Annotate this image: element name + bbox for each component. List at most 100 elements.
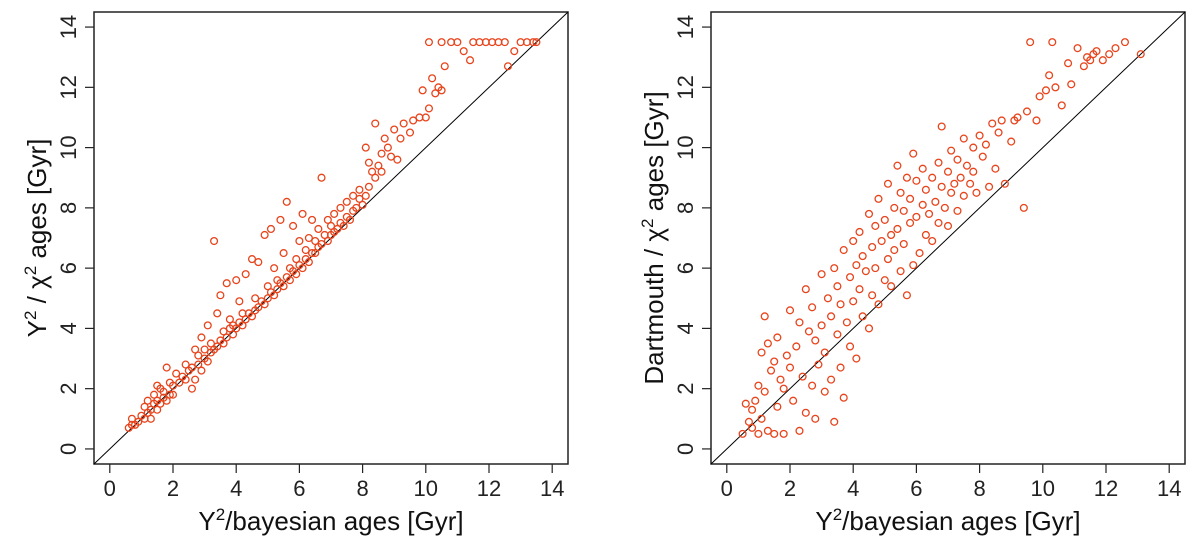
left-y-tick-label: 4 xyxy=(56,322,81,334)
right-data-point xyxy=(804,327,814,336)
left-data-point xyxy=(140,402,149,411)
right-data-point xyxy=(937,182,946,191)
right-data-point xyxy=(763,339,772,348)
left-data-point xyxy=(345,215,355,224)
left-data-point xyxy=(364,158,373,167)
left-data-point xyxy=(383,143,392,152)
left-panel: 0 2 4 6 8 10 12 14 0 2 4 6 8 10 12 14 Y2/bayesian ages… xyxy=(21,11,569,536)
left-data-point xyxy=(254,258,263,267)
left-data-point xyxy=(317,173,326,182)
left-y-tick-label: 14 xyxy=(56,15,81,39)
left-data-point xyxy=(172,369,181,378)
right-data-point xyxy=(1048,38,1057,47)
left-data-point xyxy=(260,300,269,309)
left-data-point xyxy=(285,276,294,285)
right-data-point xyxy=(890,246,899,255)
left-y-tick-label: 12 xyxy=(56,75,81,99)
right-data-point xyxy=(751,396,760,405)
right-data-point xyxy=(893,224,902,234)
right-y-axis: 0 2 4 6 8 10 12 14 xyxy=(673,15,711,455)
right-x-tick-label: 12 xyxy=(1094,476,1118,501)
left-data-point xyxy=(162,396,171,405)
right-data-point xyxy=(915,249,924,258)
right-data-point xyxy=(1007,137,1016,146)
left-data-point xyxy=(361,191,370,200)
right-data-point xyxy=(934,218,943,227)
left-y-tick-label: 8 xyxy=(56,202,81,214)
right-y-tick-label: 2 xyxy=(673,383,698,395)
left-data-point xyxy=(428,74,437,83)
left-data-point xyxy=(311,249,320,258)
right-data-point xyxy=(966,179,975,188)
left-data-point xyxy=(453,38,462,47)
left-data-point xyxy=(368,167,377,176)
right-data-point xyxy=(827,375,836,384)
left-y-tick-label: 10 xyxy=(56,135,81,159)
right-data-point xyxy=(779,429,788,438)
right-data-point xyxy=(906,194,915,203)
right-data-point xyxy=(842,318,851,327)
right-data-point xyxy=(943,221,953,230)
left-data-point xyxy=(213,342,222,351)
left-data-point xyxy=(159,387,168,396)
left-data-point xyxy=(377,149,386,158)
left-data-point xyxy=(437,38,446,47)
right-data-point xyxy=(861,267,870,276)
right-data-point xyxy=(896,188,905,197)
left-data-point xyxy=(222,279,231,288)
right-data-point xyxy=(830,264,839,273)
right-data-point xyxy=(849,236,858,246)
left-x-tick-label: 12 xyxy=(477,476,501,501)
right-data-point xyxy=(902,291,911,300)
right-data-point xyxy=(1120,38,1130,47)
right-data-point xyxy=(972,188,981,197)
left-data-point xyxy=(143,396,152,405)
left-data-point xyxy=(165,390,174,399)
left-data-point xyxy=(219,339,228,348)
right-data-point xyxy=(988,119,997,128)
left-data-point xyxy=(405,128,415,137)
left-data-point xyxy=(352,203,361,212)
right-data-point xyxy=(785,306,795,315)
left-data-point xyxy=(263,282,272,291)
right-data-point xyxy=(887,230,896,240)
left-data-point xyxy=(273,285,282,294)
right-data-point xyxy=(855,227,864,237)
left-data-point xyxy=(380,134,389,143)
right-x-tick-label: 8 xyxy=(973,476,985,501)
right-data-point xyxy=(962,161,972,170)
left-data-point xyxy=(396,134,405,143)
right-x-axis-title: Y2/bayesian ages [Gyr] xyxy=(815,505,1080,536)
left-data-point xyxy=(323,215,332,224)
right-data-point xyxy=(978,152,987,161)
right-data-point xyxy=(785,363,795,372)
right-x-tick-label: 10 xyxy=(1031,476,1055,501)
right-data-point xyxy=(1092,47,1101,56)
left-data-point xyxy=(358,200,367,209)
right-data-point xyxy=(760,387,769,396)
right-y-tick-label: 14 xyxy=(673,15,698,39)
left-data-point xyxy=(409,116,418,125)
right-data-point xyxy=(1111,44,1120,53)
left-data-point xyxy=(203,357,212,366)
left-data-point xyxy=(127,420,136,429)
right-data-point xyxy=(773,333,782,342)
left-plot-frame xyxy=(93,11,569,465)
right-data-point xyxy=(833,282,842,291)
right-data-point xyxy=(849,297,858,306)
right-data-point xyxy=(811,336,820,345)
left-y-axis-title: Y2 / χ2 ages [Gyr] xyxy=(21,139,52,338)
right-data-point xyxy=(1098,56,1107,65)
right-data-point xyxy=(845,273,855,282)
left-data-point xyxy=(418,86,427,95)
right-data-point xyxy=(845,342,855,351)
right-data-point xyxy=(1079,62,1088,71)
right-data-point xyxy=(1013,113,1022,122)
right-data-point xyxy=(877,236,886,246)
left-data-point xyxy=(225,315,234,324)
left-data-point xyxy=(213,309,222,318)
left-data-point xyxy=(342,197,351,206)
right-data-point xyxy=(1035,92,1044,101)
right-data-point xyxy=(950,179,959,188)
